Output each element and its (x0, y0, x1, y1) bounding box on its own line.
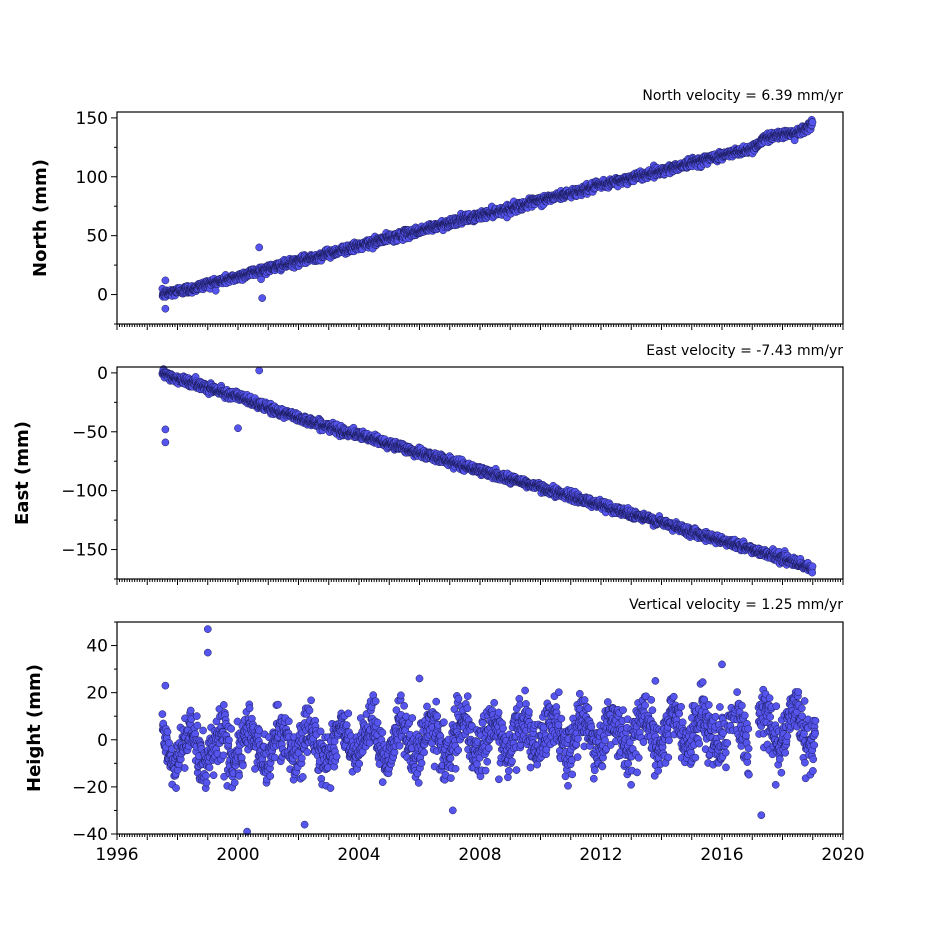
east-ticks: 0 −50 −100 −150 (61, 364, 844, 585)
north-axis-label: North (mm) (30, 159, 51, 277)
y-tick-label: −50 (72, 423, 108, 443)
data-point (808, 118, 817, 127)
north-velocity-label: North velocity = 6.39 mm/yr (642, 88, 843, 104)
east-velocity-label: East velocity = -7.43 mm/yr (646, 343, 843, 359)
data-point (255, 243, 264, 252)
y-tick-label: −100 (61, 482, 108, 502)
north-points (158, 115, 817, 313)
north-panel: North velocity = 6.39 mm/yr North (mm) 0… (30, 88, 844, 330)
data-point (211, 286, 220, 295)
y-tick-label: 0 (97, 364, 108, 384)
data-point (790, 136, 799, 145)
east-axis-label: East (mm) (12, 421, 33, 525)
data-point (161, 304, 170, 313)
east-points (158, 365, 817, 577)
y-tick-label: 0 (97, 286, 108, 306)
y-tick-label: −150 (61, 541, 108, 561)
east-panel: East velocity = -7.43 mm/yr East (mm) 0 −… (12, 343, 844, 585)
y-tick-label: 50 (86, 227, 108, 247)
data-point (161, 276, 170, 285)
y-tick-label: 150 (76, 109, 108, 129)
y-tick-label: 100 (76, 168, 108, 188)
data-point (258, 294, 267, 302)
